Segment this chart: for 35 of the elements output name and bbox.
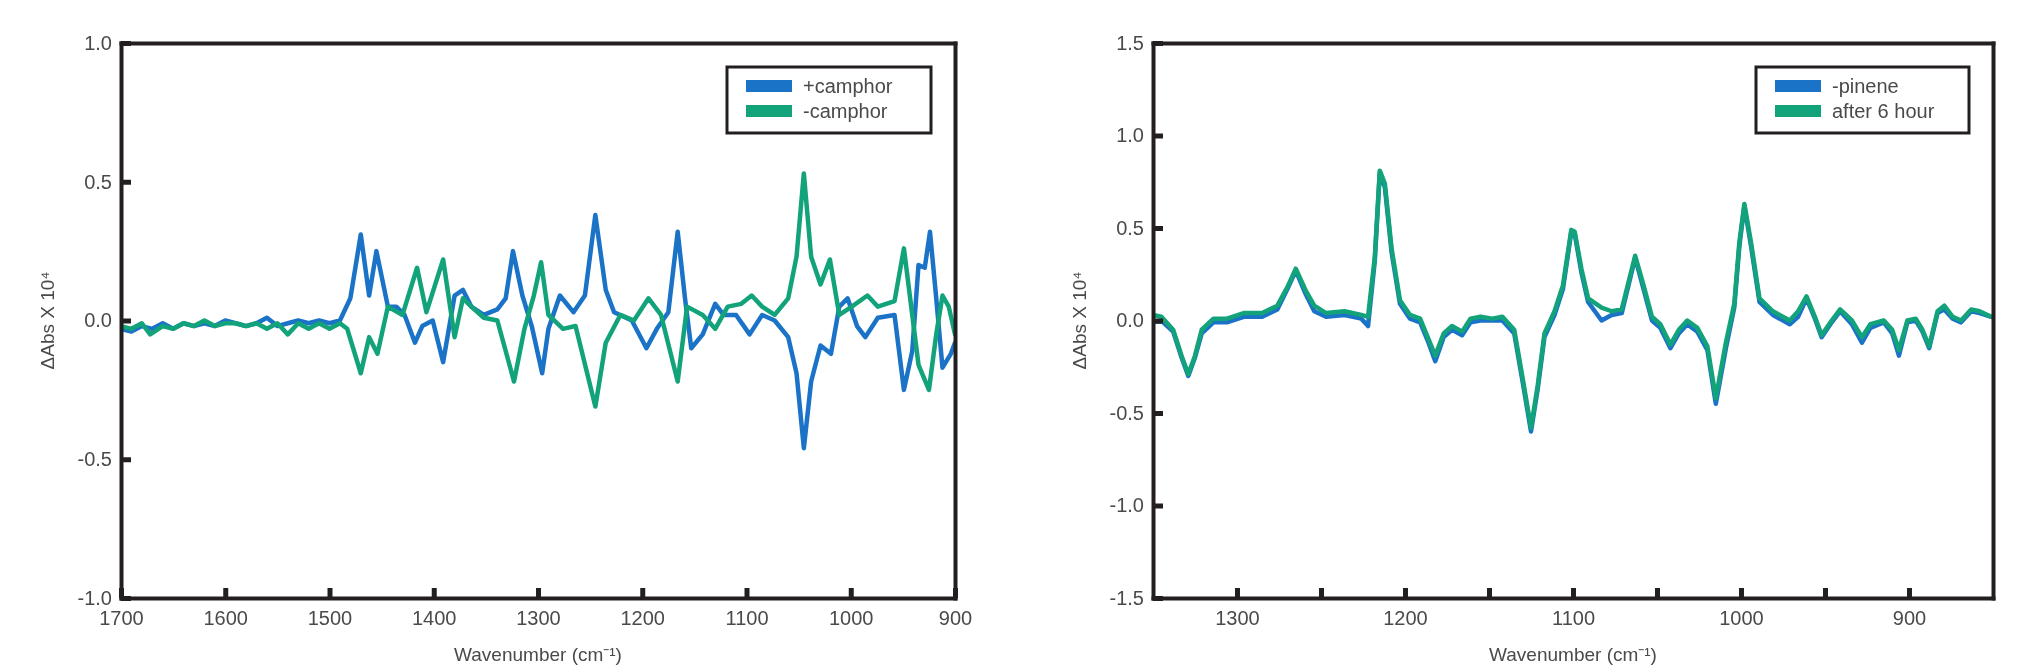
legend-label: after 6 hour bbox=[1832, 100, 1935, 122]
y-tick-label: 1.5 bbox=[1116, 31, 1144, 54]
y-tick-label: -1.0 bbox=[77, 586, 112, 609]
x-axis-title: Wavenumber (cm⁻¹) bbox=[1489, 643, 1657, 665]
x-tick-label: 900 bbox=[1892, 607, 1927, 630]
y-tick-label: -1.0 bbox=[1109, 494, 1144, 517]
x-tick-label: 1300 bbox=[516, 607, 561, 630]
y-tick-label: 0.5 bbox=[84, 170, 112, 193]
y-tick-label: 1.0 bbox=[1116, 124, 1144, 147]
y-tick-label: 0.0 bbox=[1116, 309, 1144, 332]
x-tick-label: 1600 bbox=[203, 607, 248, 630]
y-axis-title: ΔAbs X 10⁴ bbox=[1068, 271, 1090, 370]
line-series bbox=[121, 171, 955, 409]
x-axis-title: Wavenumber (cm⁻¹) bbox=[454, 643, 622, 665]
x-tick-label: 900 bbox=[938, 607, 973, 630]
legend-label: -camphor bbox=[803, 100, 888, 122]
x-tick-label: 1500 bbox=[307, 607, 353, 630]
y-tick-label: -1.5 bbox=[1109, 586, 1144, 609]
y-tick-label: 0.0 bbox=[84, 309, 112, 332]
x-tick-label: 1100 bbox=[1551, 607, 1596, 630]
x-tick-label: 1000 bbox=[1719, 607, 1764, 630]
y-tick-label: -0.5 bbox=[77, 448, 112, 471]
x-tick-label: 1100 bbox=[725, 607, 769, 630]
y-tick-label: 0.5 bbox=[1116, 216, 1144, 239]
y-tick-label: -0.5 bbox=[1109, 401, 1144, 424]
x-tick-label: 1300 bbox=[1215, 607, 1260, 630]
x-tick-label: 1700 bbox=[99, 607, 144, 630]
x-tick-label: 1200 bbox=[1383, 607, 1428, 630]
y-axis-title: ΔAbs X 10⁴ bbox=[36, 271, 58, 370]
x-tick-label: 1400 bbox=[412, 607, 457, 630]
legend-label: -pinene bbox=[1832, 75, 1899, 97]
legend-label: +camphor bbox=[803, 75, 893, 97]
x-tick-label: 1000 bbox=[829, 607, 874, 630]
y-tick-label: 1.0 bbox=[84, 31, 112, 54]
x-tick-label: 1200 bbox=[620, 607, 665, 630]
